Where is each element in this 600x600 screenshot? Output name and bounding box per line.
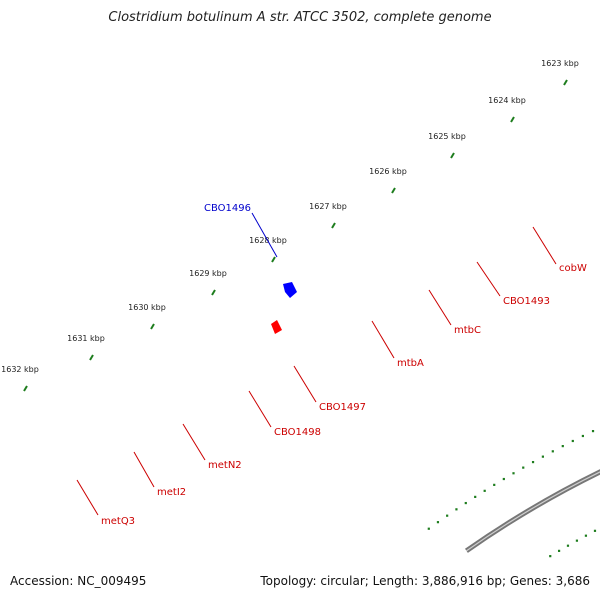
scale-dot [446, 514, 449, 517]
scale-tick-label: 1631 kbp [67, 334, 105, 343]
scale-tick-label: 1627 kbp [309, 202, 347, 211]
scale-dot [541, 455, 544, 458]
scale-dot [522, 466, 525, 469]
scale-dot [493, 483, 496, 486]
scale-dot [591, 429, 595, 433]
scale-tick-label: 1624 kbp [488, 96, 526, 105]
scale-major-tick [510, 116, 515, 123]
scale-dot [549, 555, 552, 558]
scale-dot [531, 460, 535, 464]
scale-major-tick [23, 385, 28, 392]
backbone-outer [464, 469, 600, 553]
gene-CBO1496-arrow[interactable] [283, 282, 297, 298]
scale-dot [464, 501, 467, 505]
scale-major-tick [391, 187, 396, 194]
scale-dot [593, 529, 597, 532]
gene-label-leader [182, 423, 206, 461]
map-title: Clostridium botulinum A str. ATCC 3502, … [108, 10, 492, 25]
scale-tick-label: 1626 kbp [369, 167, 407, 176]
scale-major-tick [563, 79, 568, 86]
scale-dot [483, 489, 486, 492]
gene-label-leader [532, 226, 557, 265]
gene-label-leader [371, 320, 395, 359]
scale-major-tick [331, 222, 336, 229]
genome-summary: Topology: circular; Length: 3,886,916 bp… [260, 574, 590, 588]
gene-label[interactable]: cobW [559, 263, 587, 274]
accession-label: Accession: NC_009495 [10, 574, 147, 588]
scale-dot [436, 521, 440, 524]
gene-label[interactable]: mtbC [454, 325, 481, 336]
gene-features[interactable] [271, 282, 600, 431]
scale-dot [566, 544, 570, 547]
backbone-highlight [466, 471, 600, 552]
gene-label-leader [476, 261, 501, 297]
genome-backbone [464, 469, 600, 553]
gene-label[interactable]: mtbA [397, 358, 424, 369]
scale-dot [584, 534, 588, 537]
scale-dot [575, 539, 579, 542]
scale-dot [455, 508, 458, 511]
gene-label[interactable]: CBO1498 [274, 427, 321, 438]
gene-label[interactable]: CBO1493 [503, 296, 550, 307]
gene-label-leader [428, 289, 452, 326]
scale-dot [561, 445, 564, 448]
gene-label[interactable]: CBO1496 [204, 203, 251, 214]
scale-major-tick [211, 289, 216, 296]
scale-major-tick [450, 152, 455, 159]
gene-labels: cobW CBO1493 mtbC mtbA CBO1496 CBO1497 CBO1498… [76, 203, 587, 527]
scale-dot [512, 472, 515, 475]
scale-dot [474, 495, 477, 498]
scale-tick-label: 1625 kbp [428, 132, 466, 141]
scale-dot [571, 439, 574, 443]
scale-major-tick [271, 256, 276, 263]
scale-dot [427, 527, 430, 530]
gene-label-leader [248, 390, 272, 428]
gene-label[interactable]: metI2 [157, 487, 186, 498]
scale-dot [502, 477, 505, 481]
scale-major-tick [89, 354, 94, 361]
scale-tick-label: 1630 kbp [128, 303, 166, 312]
scale-dot [557, 549, 561, 552]
gene-label-leader [251, 212, 278, 258]
gene-CBO1497-arrow[interactable] [271, 320, 282, 334]
scale-tick-label: 1629 kbp [189, 269, 227, 278]
scale-tick-marks: 1623 kbp 1624 kbp 1625 kbp 1626 kbp 1627 kbp… [1, 59, 597, 558]
gene-label-leader [293, 365, 317, 403]
gene-label-leader [76, 479, 99, 516]
scale-major-tick [150, 323, 155, 330]
scale-tick-label: 1632 kbp [1, 365, 39, 374]
scale-tick-label: 1623 kbp [541, 59, 579, 68]
gene-label[interactable]: metQ3 [101, 516, 135, 527]
scale-dot [581, 434, 584, 438]
gene-label-leader [133, 451, 155, 488]
gene-label[interactable]: metN2 [208, 460, 242, 471]
gene-label[interactable]: CBO1497 [319, 402, 366, 413]
scale-dot [551, 450, 554, 453]
